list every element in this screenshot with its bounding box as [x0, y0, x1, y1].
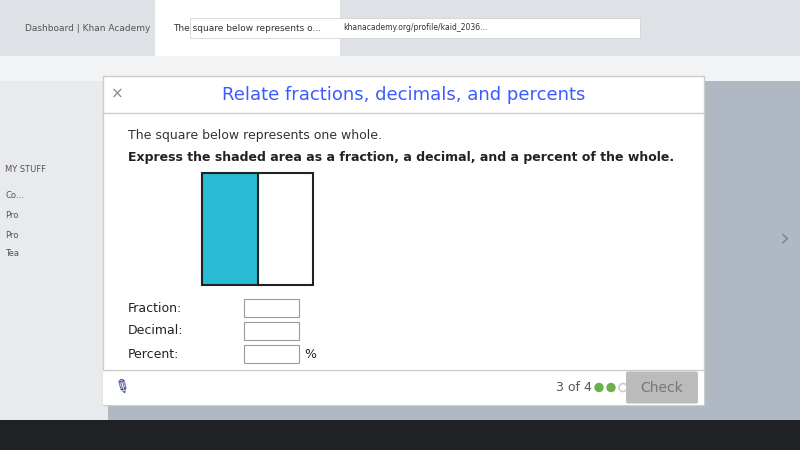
- Text: Relate fractions, decimals, and percents: Relate fractions, decimals, and percents: [222, 86, 585, 104]
- Bar: [258, 173, 313, 285]
- Text: %: %: [304, 347, 316, 360]
- Bar: [244, 299, 299, 317]
- Bar: [103, 76, 704, 405]
- Text: ›: ›: [780, 228, 790, 252]
- Text: The square below represents one whole.: The square below represents one whole.: [128, 129, 382, 141]
- Circle shape: [607, 383, 615, 392]
- Bar: [0, 420, 800, 450]
- Text: khanacademy.org/profile/kaid_2036...: khanacademy.org/profile/kaid_2036...: [343, 23, 487, 32]
- Text: MY STUFF: MY STUFF: [5, 166, 46, 175]
- Text: ✎: ✎: [110, 376, 132, 399]
- Circle shape: [595, 383, 603, 392]
- Text: Decimal:: Decimal:: [128, 324, 183, 338]
- Bar: [103, 370, 704, 405]
- Text: Fraction:: Fraction:: [128, 302, 182, 315]
- Text: Dashboard | Khan Academy: Dashboard | Khan Academy: [25, 23, 150, 33]
- Bar: [202, 173, 313, 285]
- Text: 3 of 4: 3 of 4: [556, 381, 592, 394]
- Text: Tea: Tea: [5, 248, 19, 257]
- Bar: [155, 0, 340, 56]
- Text: Percent:: Percent:: [128, 347, 179, 360]
- Text: Co...: Co...: [5, 192, 24, 201]
- Bar: [244, 345, 299, 363]
- Bar: [0, 81, 108, 420]
- Text: Check: Check: [641, 381, 683, 395]
- Text: Pro: Pro: [5, 211, 18, 220]
- FancyBboxPatch shape: [626, 372, 698, 404]
- Text: Pro: Pro: [5, 230, 18, 239]
- Bar: [0, 56, 800, 81]
- Text: The square below represents o...: The square below represents o...: [174, 23, 322, 33]
- Bar: [0, 81, 800, 450]
- Bar: [202, 173, 258, 285]
- Bar: [0, 0, 800, 56]
- Bar: [190, 18, 640, 38]
- Text: ×: ×: [110, 87, 123, 102]
- Bar: [244, 322, 299, 340]
- Text: Express the shaded area as a fraction, a decimal, and a percent of the whole.: Express the shaded area as a fraction, a…: [128, 152, 674, 165]
